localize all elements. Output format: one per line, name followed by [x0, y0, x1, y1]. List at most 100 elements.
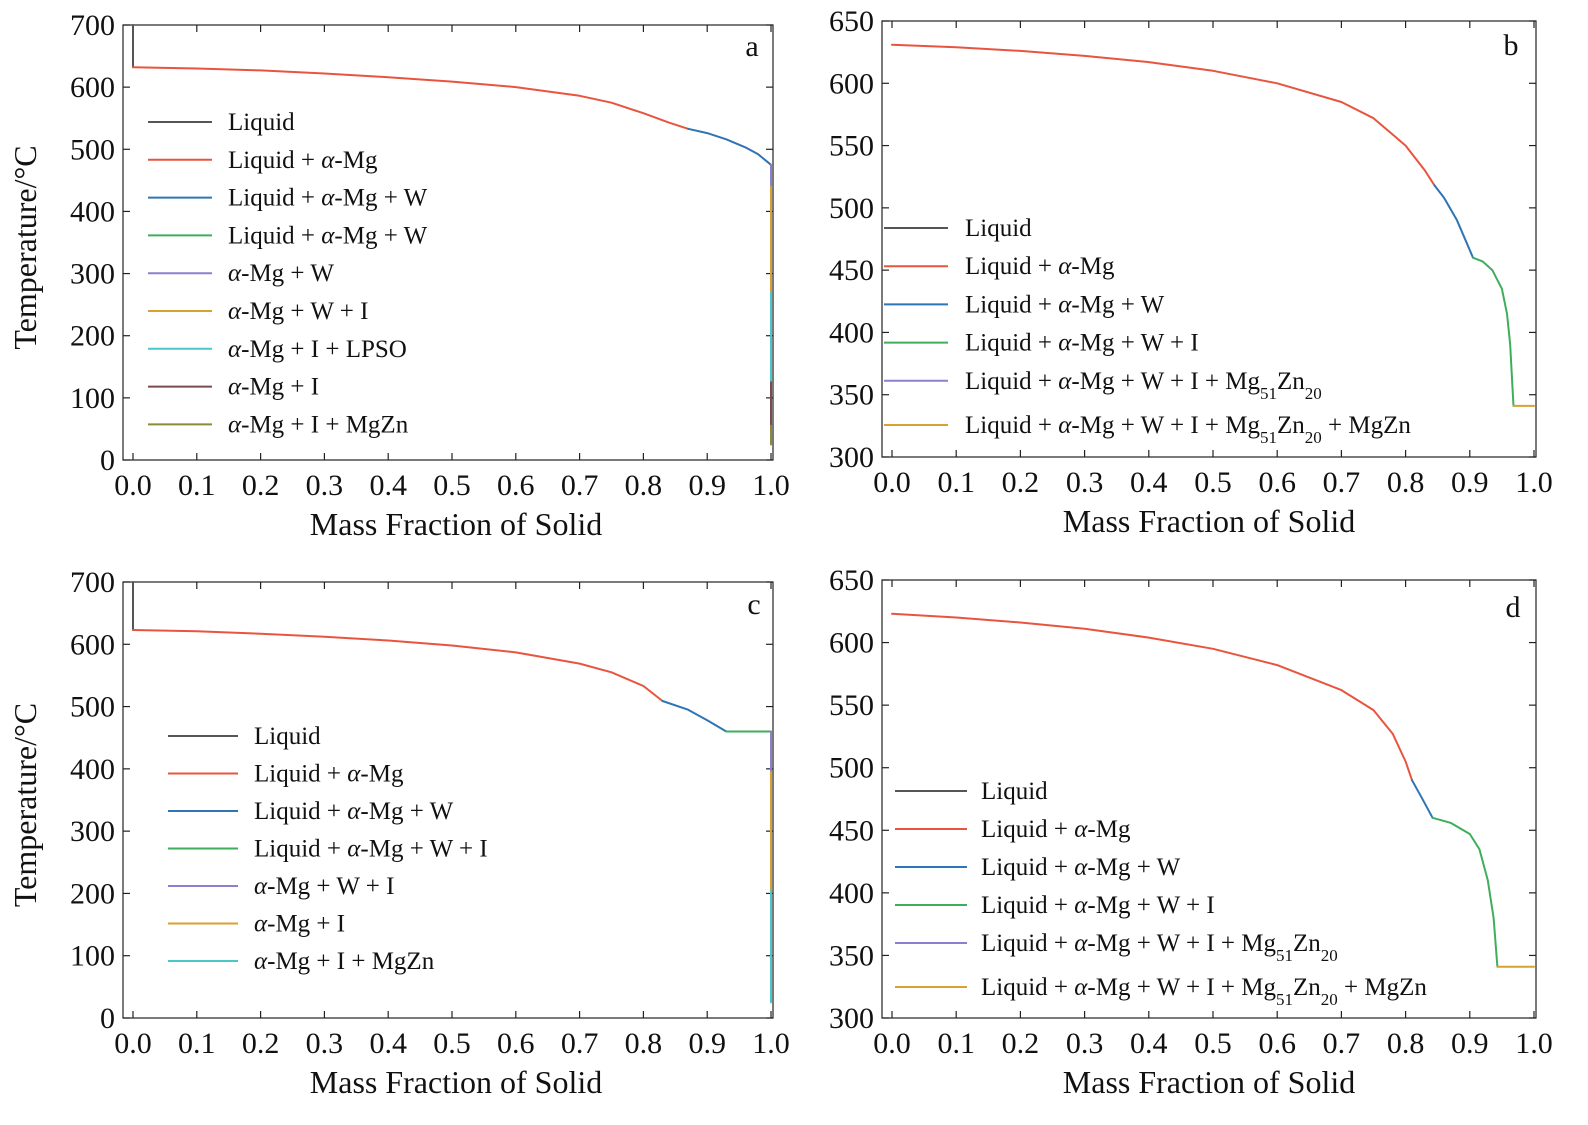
- legend-label: α-Mg + I + MgZn: [228, 411, 409, 438]
- panel-c: 0.0 0.1 0.2 0.3 0.4 0.5 0.6 0.7 0.8 0.9 1.0 0 100 200…: [7, 566, 790, 1100]
- x-tick-label: 0.0: [114, 469, 152, 502]
- x-tick-label: 0.7: [561, 1027, 599, 1060]
- legend-label: α-Mg + I + MgZn: [254, 948, 435, 975]
- panel-letter: a: [745, 30, 758, 63]
- x-tick-label: 0.9: [688, 1027, 726, 1060]
- x-tick-label: 0.2: [1002, 466, 1040, 499]
- x-tick-label: 0.8: [625, 469, 663, 502]
- x-tick-label: 1.0: [752, 469, 790, 502]
- x-tick-label: 1.0: [752, 1027, 790, 1060]
- legend: Liquid Liquid + α-Mg Liquid + α-Mg + W Liqu…: [884, 215, 1411, 447]
- legend-label: Liquid + α-Mg + W: [228, 222, 428, 249]
- series-line: [891, 43, 1436, 187]
- legend-label: α-Mg + I: [254, 911, 345, 938]
- series-line: [661, 700, 728, 733]
- legend-label: Liquid + α-Mg: [228, 147, 378, 174]
- x-tick-label: 0.4: [1130, 466, 1168, 499]
- x-tick-label: 0.3: [1066, 466, 1104, 499]
- x-tick-label: 0.4: [369, 469, 407, 502]
- panel-d: 0.0 0.1 0.2 0.3 0.4 0.5 0.6 0.7 0.8 0.9 1.0 300 350 4…: [829, 564, 1553, 1100]
- x-tick-label: 0.1: [178, 1027, 216, 1060]
- legend-label: Liquid + α-Mg + W + I + Mg51Zn20: [981, 930, 1338, 965]
- legend: Liquid Liquid + α-Mg Liquid + α-Mg + W Liqu…: [895, 778, 1427, 1009]
- x-tick-label: 0.2: [242, 1027, 280, 1060]
- y-tick-label: 100: [70, 382, 115, 415]
- legend: Liquid Liquid + α-Mg Liquid + α-Mg + W Liqu…: [168, 723, 488, 975]
- panel-a: 0.0 0.1 0.2 0.3 0.4 0.5 0.6 0.7 0.8 0.9 1.0 0 100 200…: [7, 9, 790, 542]
- x-axis-label: Mass Fraction of Solid: [310, 506, 602, 542]
- legend-label: Liquid + α-Mg + W + I + Mg51Zn20 + MgZn: [965, 412, 1411, 447]
- x-tick-label: 0.5: [433, 469, 471, 502]
- y-tick-label: 550: [829, 689, 874, 722]
- y-tick-label: 650: [829, 5, 874, 38]
- legend-label: Liquid + α-Mg: [981, 816, 1131, 843]
- x-tick-label: 0.9: [1451, 466, 1489, 499]
- x-tick-label: 0.9: [688, 469, 726, 502]
- legend-label: Liquid + α-Mg + W: [981, 854, 1181, 881]
- y-tick-label: 600: [829, 627, 874, 660]
- y-tick-label: 450: [829, 254, 874, 287]
- y-tick-label: 700: [70, 9, 115, 42]
- legend-label: α-Mg + I: [228, 374, 319, 401]
- y-tick-label: 400: [70, 195, 115, 228]
- legend-label: α-Mg + W + I: [228, 298, 368, 325]
- x-tick-label: 0.0: [114, 1027, 152, 1060]
- legend-label: Liquid: [981, 778, 1048, 805]
- y-tick-label: 200: [70, 877, 115, 910]
- legend-label: Liquid + α-Mg + W + I: [965, 330, 1199, 357]
- series-line: [1431, 816, 1499, 968]
- x-tick-label: 0.6: [497, 469, 535, 502]
- x-tick-label: 0.2: [1002, 1027, 1040, 1060]
- x-tick-label: 0.4: [369, 1027, 407, 1060]
- y-tick-label: 700: [70, 566, 115, 599]
- legend-label: Liquid + α-Mg + W: [254, 798, 454, 825]
- y-tick-label: 300: [70, 258, 115, 291]
- plot-frame: [881, 579, 1537, 1019]
- legend-label: Liquid: [254, 723, 321, 750]
- x-tick-label: 0.5: [1194, 1027, 1232, 1060]
- panel-letter: d: [1506, 591, 1521, 624]
- x-tick-label: 0.5: [1194, 466, 1232, 499]
- legend-label: α-Mg + I + LPSO: [228, 336, 407, 363]
- legend-label: Liquid + α-Mg + W: [228, 185, 428, 212]
- x-tick-label: 0.9: [1451, 1027, 1489, 1060]
- plot-frame: [122, 581, 774, 1019]
- y-axis-label: Temperature/°C: [7, 145, 43, 349]
- x-tick-label: 1.0: [1515, 466, 1553, 499]
- y-tick-label: 400: [70, 753, 115, 786]
- x-tick-label: 0.7: [561, 469, 599, 502]
- y-tick-label: 0: [100, 1002, 115, 1035]
- y-tick-label: 350: [829, 939, 874, 972]
- y-tick-label: 500: [70, 691, 115, 724]
- panel-b: 0.0 0.1 0.2 0.3 0.4 0.5 0.6 0.7 0.8 0.9 1.0 300 350 4…: [829, 5, 1553, 539]
- x-tick-label: 0.6: [1258, 1027, 1296, 1060]
- y-tick-label: 650: [829, 564, 874, 597]
- y-tick-label: 600: [70, 628, 115, 661]
- y-tick-label: 200: [70, 320, 115, 353]
- x-tick-label: 0.1: [937, 466, 975, 499]
- x-tick-label: 0.8: [625, 1027, 663, 1060]
- y-axis-label: Temperature/°C: [7, 703, 43, 907]
- x-tick-label: 0.1: [178, 469, 216, 502]
- x-tick-label: 0.5: [433, 1027, 471, 1060]
- y-tick-label: 500: [70, 133, 115, 166]
- y-tick-label: 550: [829, 130, 874, 163]
- y-tick-label: 400: [829, 316, 874, 349]
- x-tick-label: 0.8: [1387, 1027, 1425, 1060]
- x-axis-label: Mass Fraction of Solid: [1063, 503, 1355, 539]
- x-tick-label: 0.7: [1323, 1027, 1361, 1060]
- y-tick-label: 350: [829, 379, 874, 412]
- legend-label: Liquid + α-Mg: [254, 761, 404, 788]
- x-tick-label: 0.2: [242, 469, 280, 502]
- legend-label: Liquid + α-Mg + W + I: [981, 892, 1215, 919]
- legend-label: Liquid + α-Mg + W + I + Mg51Zn20 + MgZn: [981, 974, 1427, 1009]
- legend-label: Liquid + α-Mg + W: [965, 291, 1165, 318]
- legend-label: Liquid + α-Mg: [965, 253, 1115, 280]
- y-tick-label: 400: [829, 877, 874, 910]
- y-tick-label: 500: [829, 192, 874, 225]
- panel-letter: b: [1504, 29, 1519, 62]
- legend-label: Liquid + α-Mg + W + I: [254, 836, 488, 863]
- legend: Liquid Liquid + α-Mg Liquid + α-Mg + W Liqu…: [148, 109, 428, 438]
- legend-label: Liquid: [965, 215, 1032, 242]
